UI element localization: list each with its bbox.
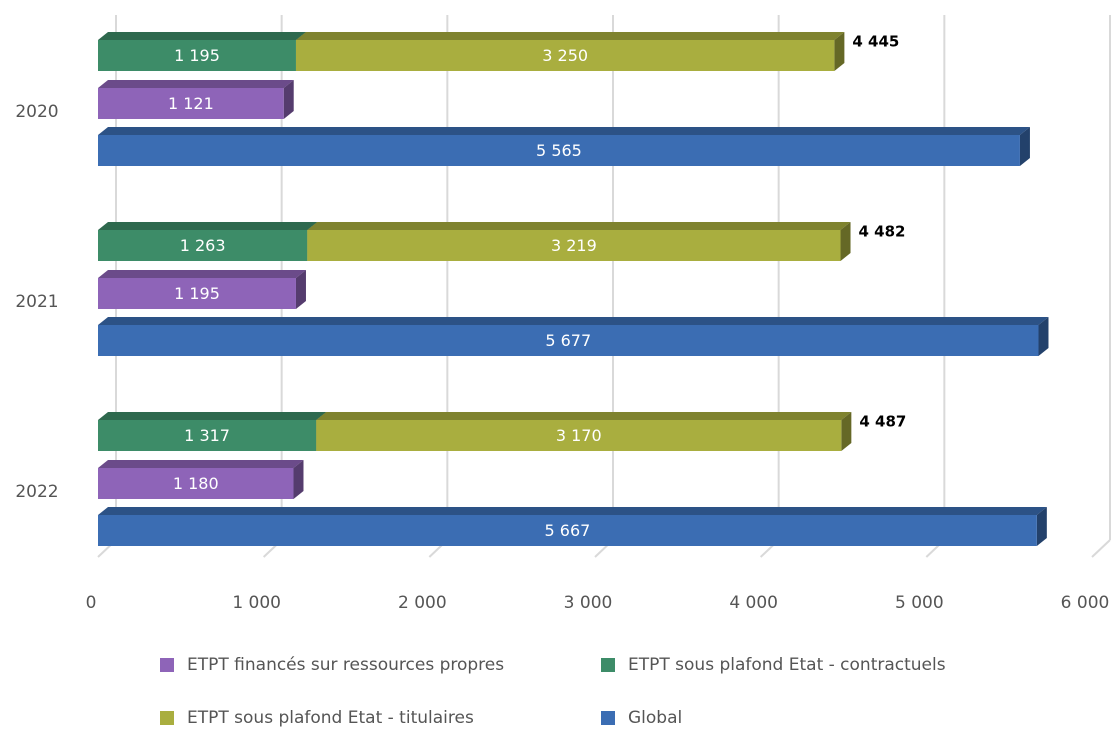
bar-top [295, 32, 845, 40]
bar-top [98, 270, 306, 278]
bar-top [316, 412, 852, 420]
y-tick-label: 2022 [15, 482, 58, 502]
legend-swatch [601, 658, 615, 672]
data-label: 3 250 [542, 46, 588, 65]
data-label: 1 195 [174, 284, 220, 303]
x-tick-label: 1 000 [232, 593, 281, 613]
bar-top [98, 80, 294, 88]
bar [98, 40, 296, 71]
floor-line [1091, 539, 1111, 558]
total-label: 4 445 [852, 33, 899, 51]
bar-top [98, 412, 327, 420]
bar-side [1036, 507, 1047, 546]
bar-side [834, 32, 845, 71]
y-tick-label: 2021 [15, 292, 58, 312]
legend-label: ETPT sous plafond Etat - titulaires [187, 708, 474, 728]
data-label: 3 170 [556, 426, 602, 445]
bar [98, 278, 296, 309]
bar-top [307, 222, 851, 230]
data-label: 5 677 [545, 331, 591, 350]
x-tick-label: 3 000 [564, 593, 613, 613]
bar-side [841, 412, 852, 451]
bar [98, 88, 284, 119]
legend-swatch [160, 658, 174, 672]
data-label: 5 667 [545, 521, 591, 540]
bar-side [1038, 317, 1049, 356]
bar [316, 420, 842, 451]
data-label: 1 263 [180, 236, 226, 255]
bar [98, 230, 308, 261]
bar-top [98, 507, 1047, 515]
bar-top [98, 317, 1049, 325]
total-label: 4 482 [859, 223, 906, 241]
data-label: 3 219 [551, 236, 597, 255]
data-label: 1 195 [174, 46, 220, 65]
x-tick-label: 4 000 [729, 593, 778, 613]
bar [98, 468, 294, 499]
data-label: 1 121 [168, 94, 214, 113]
bar-side [283, 80, 294, 119]
legend-label: ETPT sous plafond Etat - contractuels [628, 655, 946, 675]
bar [98, 420, 317, 451]
bar [98, 515, 1037, 546]
bar-side [295, 270, 306, 309]
bar-top [98, 460, 304, 468]
legend-swatch [601, 711, 615, 725]
total-label: 4 487 [859, 413, 906, 431]
bar [295, 40, 835, 71]
bar-top [98, 32, 306, 40]
x-tick-label: 6 000 [1061, 593, 1110, 613]
data-label: 1 317 [184, 426, 230, 445]
legend-swatch [160, 711, 174, 725]
bar-top [98, 127, 1030, 135]
y-tick-label: 2020 [15, 102, 58, 122]
bar-top [98, 222, 318, 230]
data-label: 1 180 [173, 474, 219, 493]
x-tick-label: 0 [86, 593, 97, 613]
legend-label: ETPT financés sur ressources propres [187, 655, 504, 675]
legend-label: Global [628, 708, 682, 728]
bar-side [840, 222, 851, 261]
bar [98, 325, 1039, 356]
bar-side [293, 460, 304, 499]
data-label: 5 565 [536, 141, 582, 160]
bar [98, 135, 1020, 166]
x-tick-label: 2 000 [398, 593, 447, 613]
bar [307, 230, 841, 261]
x-tick-label: 5 000 [895, 593, 944, 613]
bar-side [1019, 127, 1030, 166]
